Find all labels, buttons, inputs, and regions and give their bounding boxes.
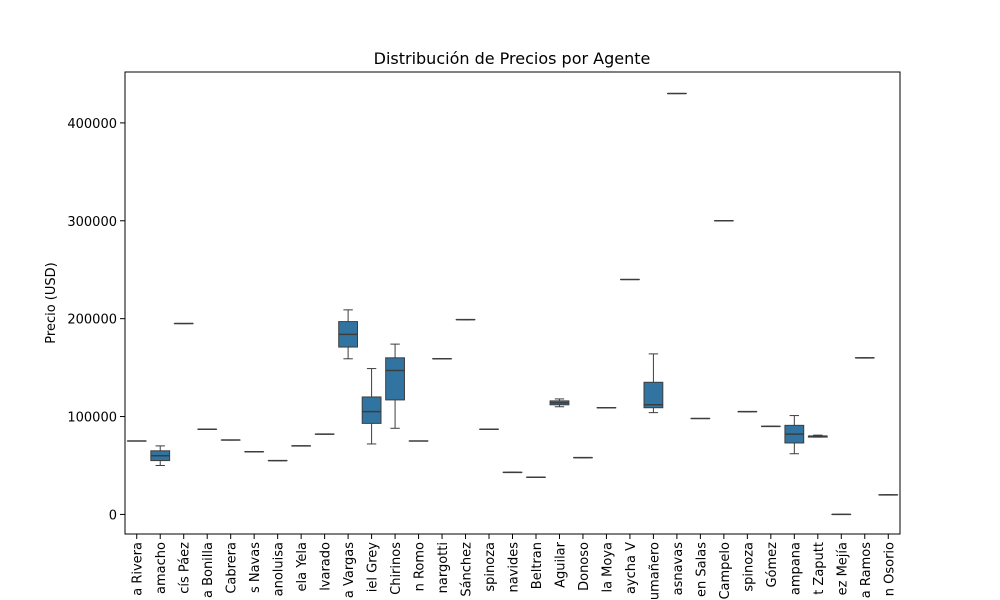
- x-tick-label: umañero: [647, 542, 662, 600]
- x-tick-label: n Romo: [413, 542, 428, 591]
- x-tick-label: s Navas: [248, 542, 263, 593]
- x-tick-label: la Moya: [600, 542, 615, 593]
- x-tick-label: navides: [507, 542, 522, 593]
- x-tick-label: a Vargas: [342, 542, 357, 598]
- x-tick-label: Chirinos: [389, 542, 404, 595]
- box-body: [361, 396, 382, 424]
- y-tick-label: 400000: [67, 117, 117, 132]
- x-tick-label: Aguilar: [553, 541, 568, 588]
- x-tick-label: Campelo: [718, 542, 733, 600]
- x-tick-label: Donoso: [577, 542, 592, 591]
- x-tick-label: cís Páez: [178, 542, 193, 594]
- x-tick-label: t Zaputt: [812, 542, 827, 595]
- x-tick-label: aycha V: [624, 542, 639, 594]
- x-tick-label: ez Mejía: [835, 542, 850, 595]
- y-tick-label: 200000: [67, 313, 117, 328]
- x-tick-label: Gómez: [765, 542, 780, 588]
- plot-frame: [124, 71, 901, 535]
- x-tick-label: anoluisa: [272, 542, 287, 596]
- y-tick-label: 100000: [67, 411, 117, 426]
- x-tick-label: spinoza: [741, 542, 756, 592]
- x-tick-label: nargotti: [436, 542, 451, 593]
- x-tick-label: a Ramos: [859, 542, 874, 598]
- box-body: [643, 381, 664, 409]
- box-body: [385, 357, 405, 401]
- x-tick-label: iel Grey: [366, 542, 381, 592]
- x-tick-label: Cabrera: [225, 542, 240, 594]
- y-tick-label: 300000: [67, 215, 117, 230]
- chart-title: Distribución de Precios por Agente: [374, 49, 651, 68]
- y-axis-label: Precio (USD): [44, 262, 59, 343]
- x-tick-label: Sánchez: [460, 542, 475, 597]
- x-tick-label: amacho: [154, 542, 169, 594]
- x-tick-label: lvarado: [319, 542, 334, 591]
- x-tick-label: a Rivera: [131, 542, 146, 596]
- x-tick-label: asnavas: [671, 542, 686, 596]
- x-tick-label: en Salas: [694, 542, 709, 597]
- x-tick-label: a Bonilla: [201, 542, 216, 598]
- x-tick-label: n Osorio: [882, 542, 897, 596]
- y-tick-label: 0: [109, 508, 117, 523]
- plot-area: 0 100000 200000 300000 400000 a Rivera amacho c…: [67, 71, 901, 600]
- x-tick-label: spinoza: [483, 542, 498, 592]
- x-tick-label: ampana: [788, 542, 803, 595]
- x-tick-label: ela Yela: [295, 542, 310, 592]
- x-tick-label: Beltran: [530, 542, 545, 589]
